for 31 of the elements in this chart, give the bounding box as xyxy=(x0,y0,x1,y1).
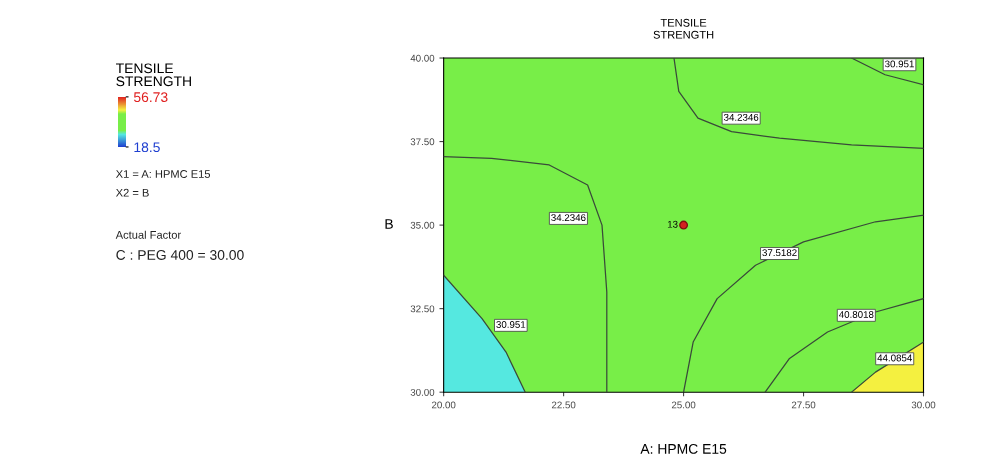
text: X1 = A: HPMC E15 xyxy=(115,170,211,178)
y-tick-label: 32.50 xyxy=(410,305,435,313)
annotation: 37.5182 xyxy=(762,249,797,257)
text: X2 = B xyxy=(115,188,149,197)
x-tick-label: 30.00 xyxy=(911,401,936,409)
y-tick-label: 30.00 xyxy=(410,388,435,396)
color-bar-label: 56.73 xyxy=(133,92,168,103)
annotation: 30.951 xyxy=(885,60,914,68)
line-series xyxy=(443,155,608,393)
x-tick-label: 22.50 xyxy=(551,401,576,409)
y-tick-label: 40.00 xyxy=(410,54,435,62)
annotation: 13 xyxy=(667,220,678,228)
annotation: 44.0854 xyxy=(877,354,913,362)
y-tick-label: 35.00 xyxy=(410,221,435,229)
annotation: 30.951 xyxy=(496,321,526,328)
y-tick-label: 37.50 xyxy=(410,138,435,146)
text: Actual Factor xyxy=(115,230,181,239)
x-tick-label: 20.00 xyxy=(431,401,456,409)
x-tick-label: 25.00 xyxy=(671,401,696,409)
annotation: 40.8018 xyxy=(838,311,874,318)
y-axis-title: B xyxy=(385,219,393,229)
annotation: 34.2346 xyxy=(723,113,759,121)
color-bar-title: TENSILE STRENGTH xyxy=(116,63,191,87)
x-axis-title: A: HPMC E15 xyxy=(640,443,727,454)
chart-title: TENSILE STRENGTH xyxy=(653,18,714,39)
text: C : PEG 400 = 30.00 xyxy=(116,250,244,260)
line-series xyxy=(682,214,924,393)
annotation: 34.2346 xyxy=(551,214,586,222)
x-tick-label: 27.50 xyxy=(791,401,816,409)
color-bar-label: 18.5 xyxy=(134,142,160,153)
line-series xyxy=(673,58,924,149)
